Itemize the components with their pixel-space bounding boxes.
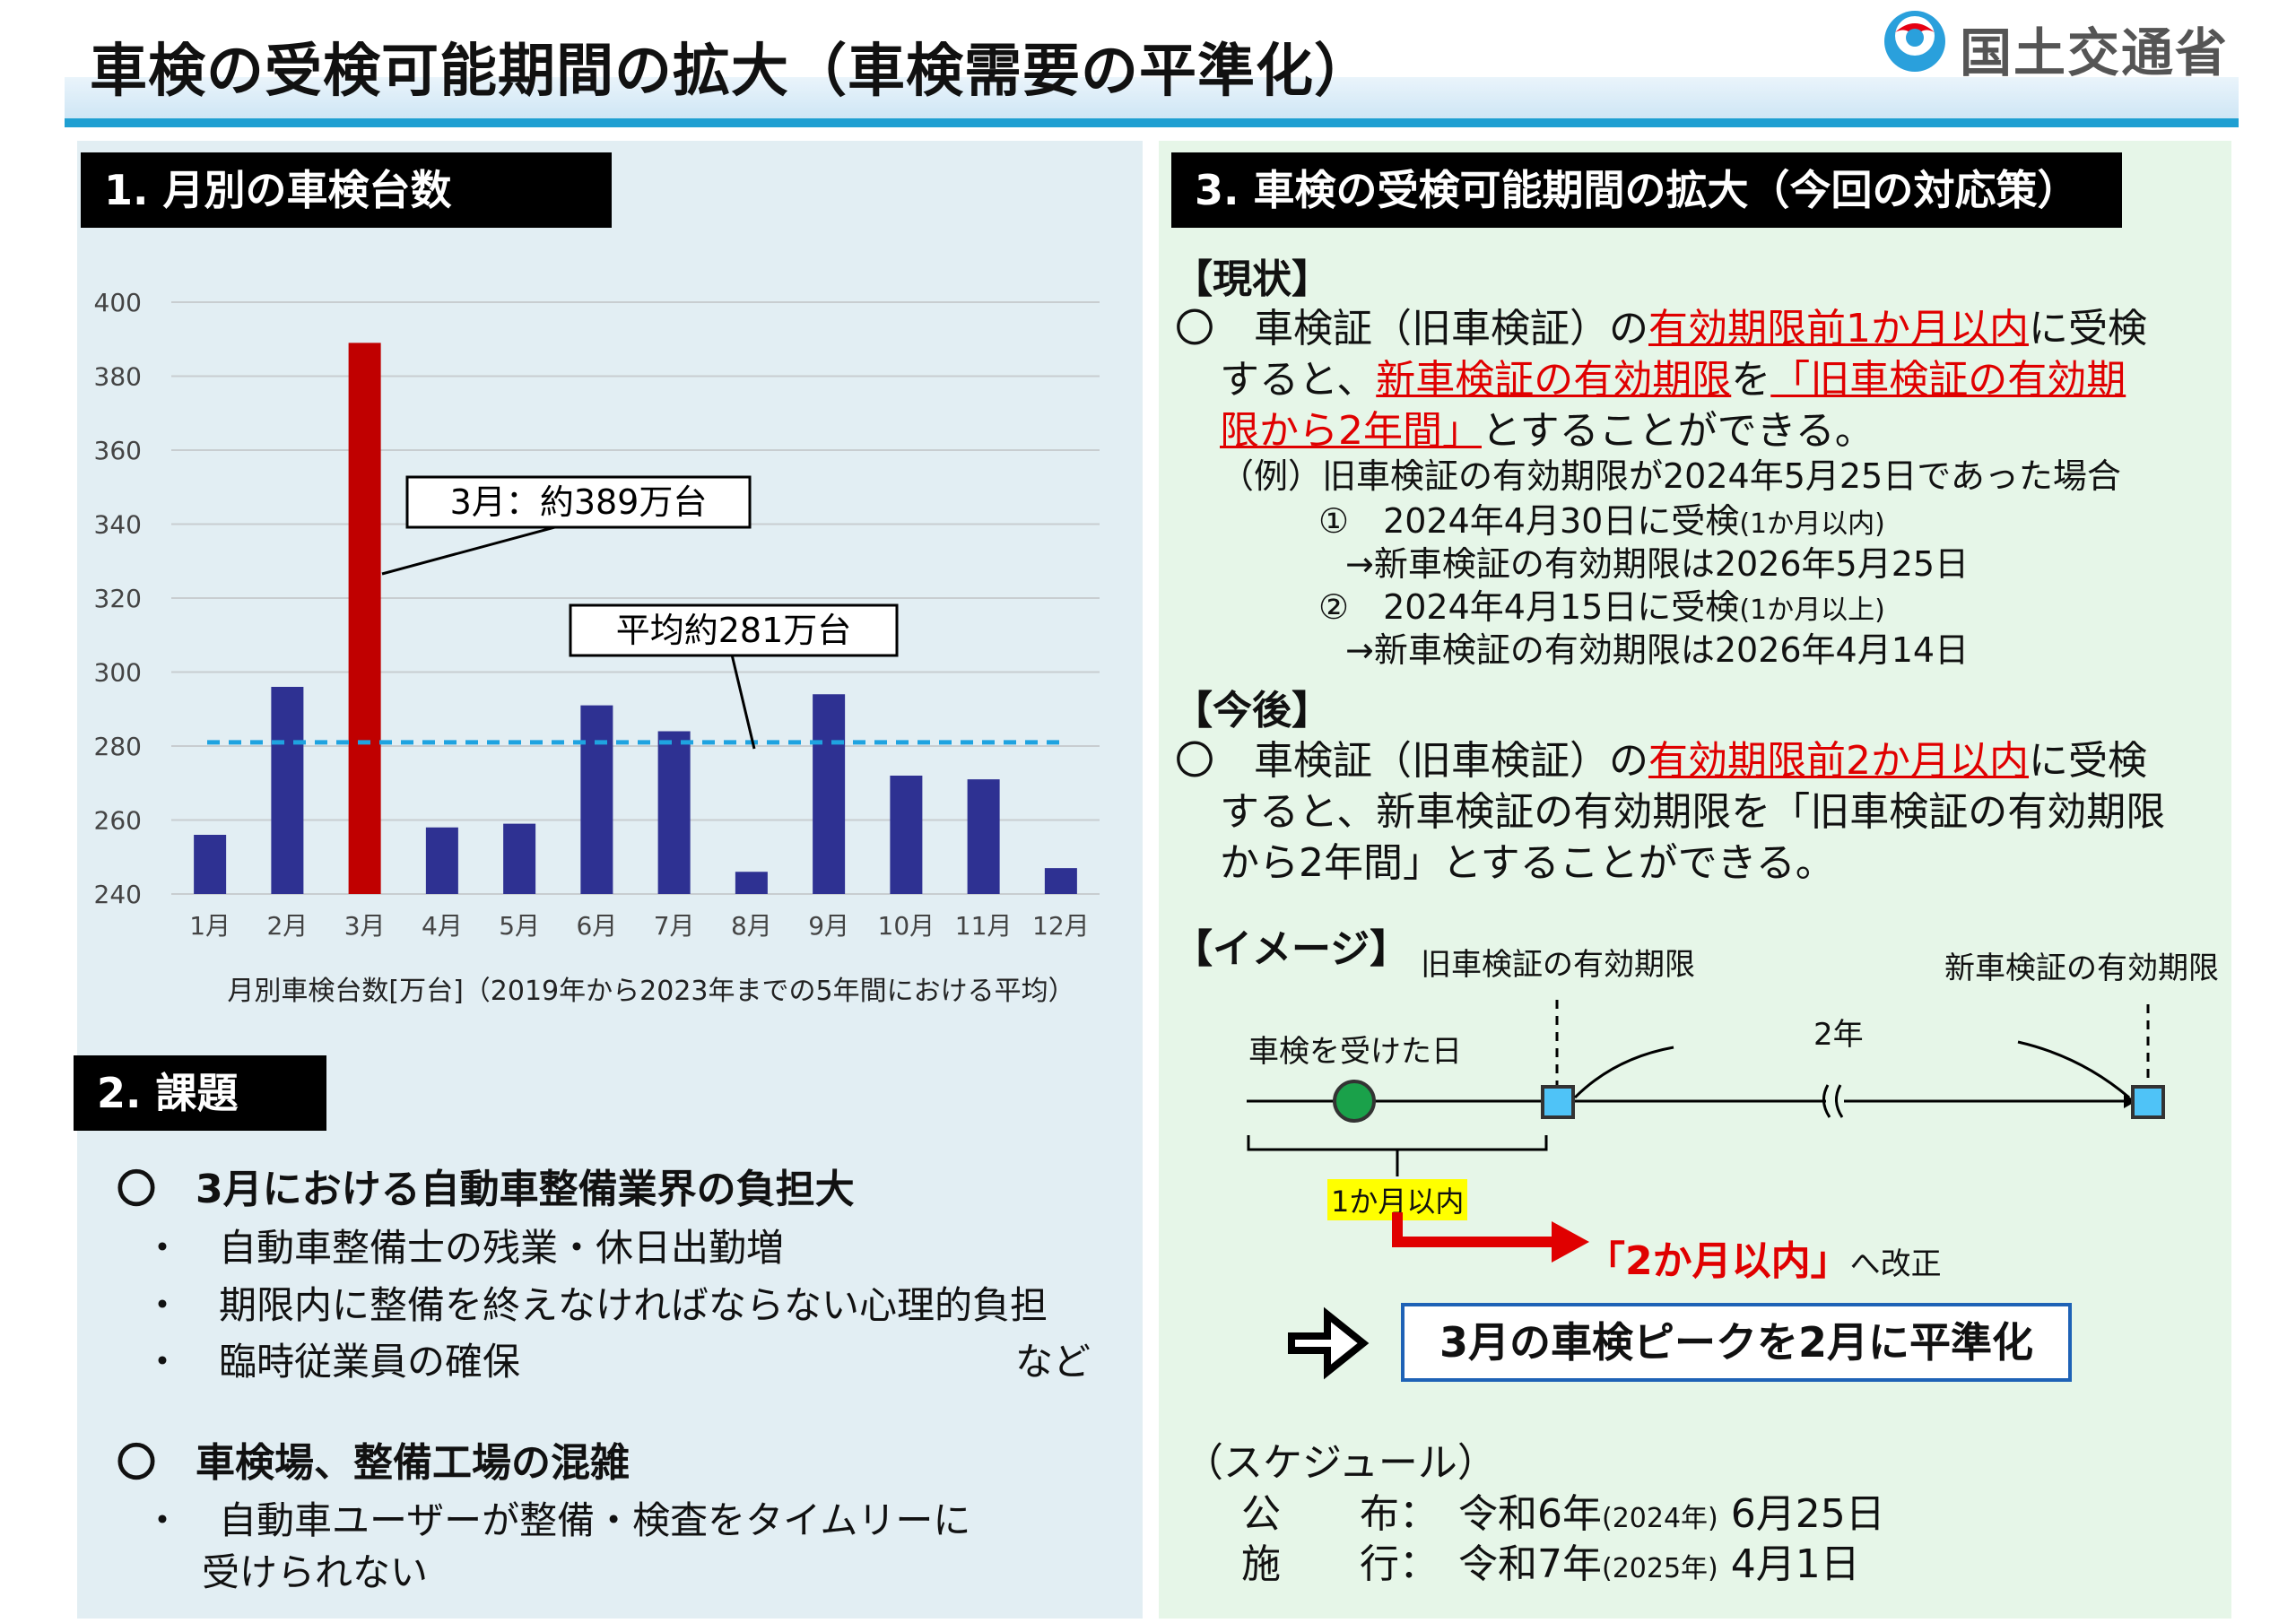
example2: ② 2024年4月15日に受検(1か月以上) — [1318, 587, 1885, 627]
bar-5月 — [503, 823, 536, 894]
two-years-label: 2年 — [1813, 1017, 1864, 1053]
current-line3: 限から2年間」とすることができる。 — [1220, 408, 1874, 454]
issue1-item2: ・ 期限内に整備を終えなければならない心理的負担 — [144, 1283, 1048, 1327]
annotation-march: 3月：約389万台 — [450, 482, 708, 522]
example1-result: →新車検証の有効期限は2026年5月25日 — [1345, 544, 1970, 584]
issue1-item3: ・ 臨時従業員の確保 — [144, 1340, 521, 1384]
bar-chart: 240 260 280 300 320 340 360 380 400 1月 2月 3月 4月 5月 6月 7… — [94, 288, 1100, 1007]
issue2-item2: 受けられない — [202, 1550, 429, 1594]
header-band — [65, 77, 2239, 118]
x-tick-label: 7月 — [654, 911, 695, 941]
x-tick-label: 9月 — [808, 911, 849, 941]
new-expiry-label: 新車検証の有効期限 — [1944, 950, 2219, 986]
result-box: 3月の車検ピークを2月に平準化 — [1401, 1303, 2072, 1382]
example2-result: →新車検証の有効期限は2026年4月14日 — [1345, 630, 1970, 670]
x-tick-label: 6月 — [576, 911, 617, 941]
bar-11月 — [967, 779, 1000, 894]
x-tick-label: 4月 — [422, 911, 463, 941]
logo-text: 国土交通省 — [1960, 22, 2230, 83]
annotation-average: 平均約281万台 — [616, 611, 852, 650]
schedule-label: （スケジュール） — [1184, 1440, 1497, 1486]
mlit-logo-icon — [1884, 11, 1945, 72]
break-mark — [1822, 1084, 1831, 1118]
revised-label: 「2か月以内」へ改正 — [1586, 1238, 1942, 1284]
section1-heading: 1. 月別の車検台数 — [81, 152, 612, 228]
current-label: 【現状】 — [1173, 256, 1331, 302]
schedule-row-promulgation: 公 布： 令和6年(2024年) 6月25日 — [1241, 1491, 1885, 1537]
section3-heading: 3. 車検の受検可能期間の拡大（今回の対応策） — [1171, 152, 2122, 228]
bar-7月 — [657, 731, 691, 894]
red-arrow — [1392, 1212, 1561, 1247]
x-tick-label: 8月 — [731, 911, 772, 941]
new-expiry-marker — [2131, 1085, 2165, 1119]
x-tick-label: 3月 — [344, 911, 386, 941]
bar-10月 — [890, 776, 923, 894]
future-line1: 〇 車検証（旧車検証）の有効期限前2か月以内に受検 — [1175, 738, 2147, 784]
issue2-title: 〇 車検場、整備工場の混雑 — [117, 1440, 630, 1486]
x-tick-label: 5月 — [499, 911, 540, 941]
inspection-day-label: 車検を受けた日 — [1248, 1034, 1462, 1070]
y-tick-label: 260 — [94, 806, 142, 836]
y-tick-label: 340 — [94, 510, 142, 540]
bar-4月 — [425, 827, 458, 894]
y-tick-label: 360 — [94, 436, 142, 465]
x-tick-label: 11月 — [955, 911, 1013, 941]
page-title: 車検の受検可能期間の拡大（車検需要の平準化） — [90, 39, 1372, 105]
hollow-arrow-icon — [1288, 1306, 1370, 1380]
bar-9月 — [813, 694, 846, 894]
current-line1: 〇 車検証（旧車検証）の有効期限前1か月以内に受検 — [1175, 306, 2147, 352]
header-rule — [65, 118, 2239, 127]
bar-3月 — [348, 343, 381, 894]
y-tick-label: 380 — [94, 362, 142, 392]
y-tick-label: 240 — [94, 880, 142, 909]
x-tick-label: 12月 — [1032, 911, 1090, 941]
inspection-day-dot — [1333, 1080, 1376, 1123]
y-tick-label: 400 — [94, 288, 142, 317]
x-tick-label: 1月 — [189, 911, 230, 941]
x-tick-label: 2月 — [266, 911, 308, 941]
x-tick-label: 10月 — [878, 911, 935, 941]
bar-12月 — [1044, 868, 1077, 894]
y-tick-label: 280 — [94, 732, 142, 761]
future-line2: すると、新車検証の有効期限を「旧車検証の有効期限 — [1220, 789, 2166, 835]
bar-2月 — [271, 687, 304, 894]
section2-heading: 2. 課題 — [74, 1055, 326, 1131]
future-line3: から2年間」とすることができる。 — [1220, 840, 1835, 886]
bar-8月 — [735, 872, 768, 894]
bar-1月 — [194, 835, 227, 894]
schedule-row-enforcement: 施 行： 令和7年(2025年) 4月1日 — [1241, 1541, 1860, 1587]
future-label: 【今後】 — [1173, 688, 1331, 733]
image-label: 【イメージ】 — [1173, 926, 1410, 972]
issue1-etc: など — [1015, 1340, 1091, 1384]
bracket — [1247, 1135, 1548, 1151]
bar-6月 — [580, 705, 613, 894]
example1: ① 2024年4月30日に受検(1か月以内) — [1318, 501, 1885, 541]
timeline-diagram — [1247, 1000, 2165, 1380]
old-expiry-label: 旧車検証の有効期限 — [1421, 947, 1695, 983]
current-example: （例）旧車検証の有効期限が2024年5月25日であった場合 — [1220, 456, 2121, 496]
old-expiry-marker — [1541, 1085, 1575, 1119]
issue1-item1: ・ 自動車整備士の残業・休日出勤増 — [144, 1226, 785, 1270]
current-line2: すると、新車検証の有効期限を「旧車検証の有効期 — [1220, 357, 2126, 403]
issue2-item1: ・ 自動車ユーザーが整備・検査をタイムリーに — [144, 1498, 971, 1542]
issue1-title: 〇 3月における自動車整備業界の負担大 — [117, 1167, 855, 1212]
chart-caption: 月別車検台数[万台]（2019年から2023年までの5年間における平均） — [227, 976, 1074, 1007]
y-tick-label: 320 — [94, 584, 142, 613]
y-tick-label: 300 — [94, 658, 142, 688]
